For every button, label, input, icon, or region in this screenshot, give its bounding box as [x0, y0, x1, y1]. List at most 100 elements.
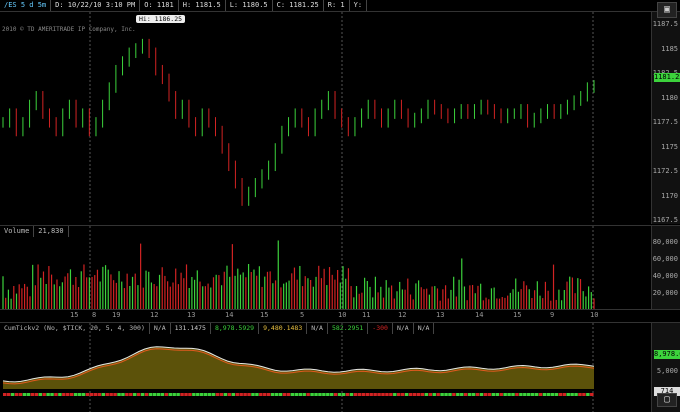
tick-marker — [69, 393, 74, 396]
tick-marker — [456, 393, 460, 396]
close-label: C: 1181.25 — [273, 0, 324, 11]
tick-marker — [318, 393, 322, 396]
tick-marker — [298, 393, 302, 396]
tick-marker — [105, 393, 109, 396]
tick-marker — [121, 393, 125, 396]
time-tick: 10 — [338, 311, 347, 319]
tick-marker — [566, 393, 570, 396]
price-tick: 1170 — [661, 191, 678, 200]
tick-marker — [503, 393, 507, 396]
tick-marker — [452, 393, 456, 396]
tick-marker — [203, 393, 208, 396]
time-tick: 14 — [475, 311, 484, 319]
tick-marker — [389, 393, 393, 396]
indicator-chart[interactable] — [0, 323, 652, 412]
tick-marker — [416, 393, 421, 396]
indicator-v2: 8,978.5929 — [211, 323, 260, 334]
time-tick: 11 — [362, 311, 371, 319]
tick-marker — [373, 393, 377, 396]
tick-marker — [330, 393, 334, 396]
indicator-na4: N/A — [414, 323, 435, 334]
tick-marker — [349, 393, 354, 396]
tick-marker — [546, 393, 551, 396]
tick-marker — [519, 393, 523, 396]
tick-marker — [50, 393, 54, 396]
tick-marker — [345, 393, 350, 396]
price-chart[interactable] — [0, 12, 652, 224]
tick-marker — [286, 393, 291, 396]
tick-marker — [46, 393, 50, 396]
indicator-name[interactable]: CumTickv2 (No, $TICK, 20, 5, 4, 300) — [0, 323, 150, 334]
indicator-mid-tick: 5,000 — [656, 367, 678, 375]
tick-marker — [326, 393, 330, 396]
tick-marker — [113, 393, 117, 396]
tick-marker — [487, 393, 492, 396]
tick-marker — [507, 393, 511, 396]
chart-header: /ES 5 d 5m D: 10/22/10 3:10 PM O: 1181 H… — [0, 0, 680, 12]
tick-marker — [408, 393, 413, 396]
tick-marker — [136, 393, 141, 396]
time-tick: 13 — [436, 311, 445, 319]
tick-marker — [515, 393, 519, 396]
tick-marker — [188, 393, 192, 396]
indicator-axis: 8,978.6 5,000 714 — [651, 323, 680, 412]
tick-marker — [196, 393, 200, 396]
minimize-button[interactable]: ▢ — [657, 393, 677, 407]
tick-marker — [365, 393, 369, 396]
tick-marker — [314, 393, 318, 396]
tick-marker — [495, 393, 499, 396]
symbol-label[interactable]: /ES 5 d 5m — [0, 0, 52, 11]
tick-marker — [172, 393, 176, 396]
tick-marker — [227, 393, 232, 396]
tick-marker — [168, 393, 172, 396]
tick-marker — [223, 393, 228, 396]
tick-marker — [164, 393, 169, 396]
indicator-v4: 582.2951 — [328, 323, 369, 334]
indicator-bottom-box: 714 — [654, 387, 680, 396]
tick-marker — [385, 393, 389, 396]
tick-marker — [404, 393, 409, 396]
price-tick: 1185 — [661, 44, 678, 53]
tick-marker — [200, 393, 204, 396]
tick-marker — [527, 393, 531, 396]
tick-marker — [34, 393, 39, 396]
low-label: L: 1180.5 — [226, 0, 273, 11]
tick-marker — [381, 393, 385, 396]
tick-marker — [42, 393, 46, 396]
volume-tick: 60,000 — [652, 255, 678, 263]
tick-marker — [369, 393, 373, 396]
tick-marker — [192, 393, 196, 396]
volume-title: Volume — [0, 226, 35, 237]
tick-marker — [499, 393, 503, 396]
time-tick: 13 — [187, 311, 196, 319]
tick-marker — [341, 393, 346, 396]
indicator-v3: 9,480.1483 — [259, 323, 308, 334]
indicator-top-box: 8,978.6 — [654, 350, 680, 359]
tick-marker — [420, 393, 425, 396]
volume-chart[interactable] — [0, 226, 652, 310]
tick-marker — [211, 393, 216, 396]
tick-marker — [428, 393, 433, 396]
price-tick: 1175 — [661, 142, 678, 151]
tick-marker — [180, 393, 184, 396]
tick-marker — [26, 393, 31, 396]
tick-marker — [129, 393, 133, 396]
price-axis: 1187.511851182.511801177.511751172.51170… — [651, 12, 680, 224]
indicator-area — [3, 346, 594, 389]
tick-marker — [440, 393, 444, 396]
tick-marker — [176, 393, 180, 396]
tick-marker — [357, 393, 362, 396]
tick-marker — [54, 393, 58, 396]
time-tick: 14 — [225, 311, 234, 319]
tick-marker — [400, 393, 405, 396]
date-label: D: 10/22/10 3:10 PM — [51, 0, 141, 11]
tick-marker — [463, 393, 468, 396]
tick-marker — [550, 393, 555, 396]
tick-marker — [337, 393, 342, 396]
maximize-button[interactable]: ▣ — [657, 2, 677, 18]
indicator-v1: 131.1475 — [171, 323, 211, 334]
tick-marker — [231, 393, 236, 396]
tick-marker — [10, 393, 15, 396]
tick-marker — [542, 393, 547, 396]
tick-marker — [511, 393, 515, 396]
